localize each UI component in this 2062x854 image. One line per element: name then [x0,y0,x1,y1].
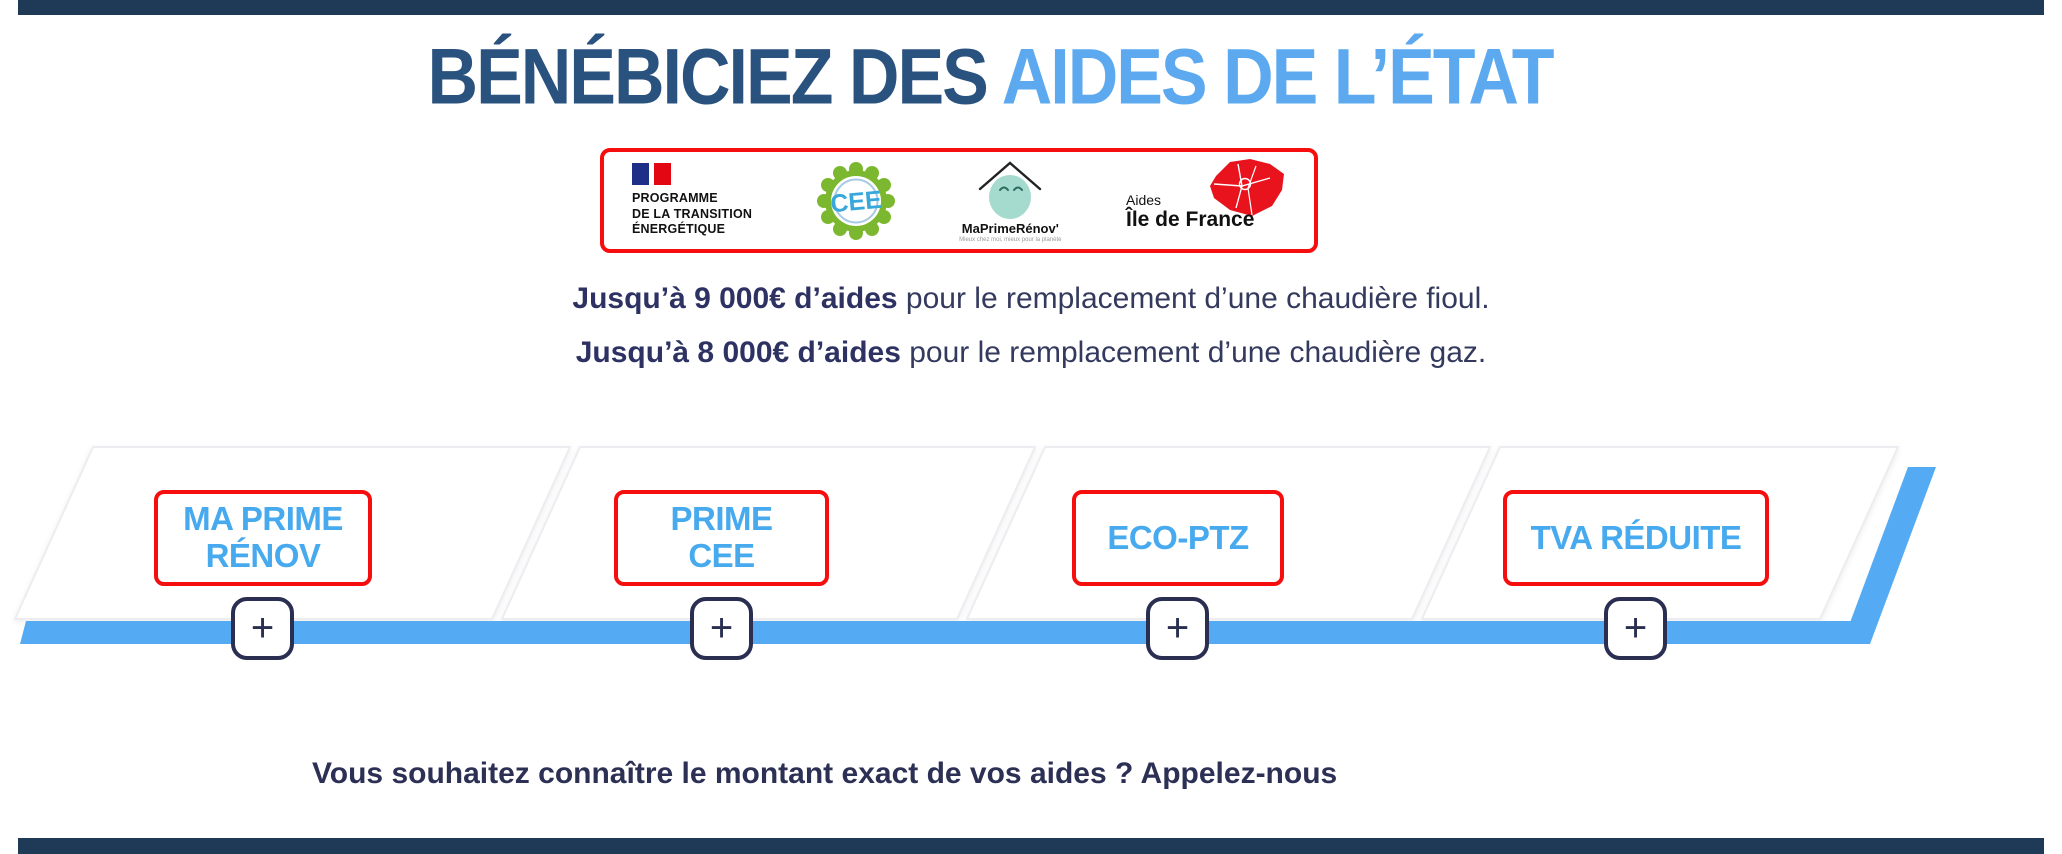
page-title: BÉNÉBICIEZ DES AIDES DE L’ÉTAT [0,32,1980,121]
cee-badge-label: CEE [829,185,883,217]
maprimerenov-logo: MaPrimeRénov' Mieux chez moi, mieux pour… [959,159,1062,243]
aids-timeline: MA PRIME RÉNOV PRIME CEE ECO-PTZ TVA RÉD… [0,440,2062,680]
plus-icon: + [1623,606,1648,650]
aid-amount-rest: pour le remplacement d’une chaudière gaz… [900,336,1487,369]
plus-icon: + [709,606,734,650]
aid-label-line: RÉNOV [205,537,321,574]
programme-transition-energetique-logo: PROGRAMME DE LA TRANSITION ÉNERGÉTIQUE [632,163,752,238]
aid-amount-line-fioul: Jusqu’à 9 000€ d’aides pour le remplacem… [0,282,2062,316]
aid-label-line: TVA RÉDUITE [1530,518,1742,556]
plus-icon: + [250,606,275,650]
timeline-blue-slash [1842,467,1936,644]
plus-icon: + [1165,606,1190,650]
page-title-accent: AIDES DE L’ÉTAT [1001,32,1555,121]
programme-line: ÉNERGÉTIQUE [632,222,726,237]
ile-de-france-label: Île de France [1126,207,1255,231]
call-to-action-text: Vous souhaitez connaître le montant exac… [312,757,1338,790]
programme-line: PROGRAMME [632,191,718,206]
maprimerenov-house-icon [979,160,1042,219]
expand-eco-ptz-button[interactable]: + [1146,597,1209,660]
maprimerenov-name: MaPrimeRénov' [961,220,1059,236]
aid-label-line: ECO-PTZ [1107,518,1249,556]
expand-prime-cee-button[interactable]: + [690,597,753,660]
ile-de-france-map-icon [1210,158,1284,216]
expand-ma-prime-renov-button[interactable]: + [231,597,294,660]
programme-line: DE LA TRANSITION [632,206,753,221]
partner-logos-strip: PROGRAMME DE LA TRANSITION ÉNERGÉTIQUE [600,148,1318,253]
top-divider-bar [18,0,2044,15]
aid-box-ma-prime-renov[interactable]: MA PRIME RÉNOV [154,490,372,586]
aid-amount-bold: Jusqu’à 8 000€ d’aides [575,336,901,369]
aid-label-line: CEE [688,537,755,574]
aid-box-eco-ptz[interactable]: ECO-PTZ [1072,490,1284,586]
aides-label: Aides [1126,191,1162,208]
french-flag-icon [632,163,752,186]
maprimerenov-tagline: Mieux chez moi, mieux pour la planète [959,236,1062,243]
bottom-divider-bar [18,838,2044,854]
aid-amount-rest: pour le remplacement d’une chaudière fio… [897,282,1490,315]
aid-label-line: PRIME [670,500,773,538]
page-title-dark: BÉNÉBICIEZ DES [427,32,1002,121]
aides-ile-de-france-logo: Aides Île de France [1126,156,1286,246]
cee-badge-icon: CEE [816,161,895,240]
aid-label-line: MA PRIME [183,500,343,538]
aid-amount-bold: Jusqu’à 9 000€ d’aides [572,282,898,315]
aid-amount-line-gaz: Jusqu’à 8 000€ d’aides pour le remplacem… [0,336,2062,370]
aid-box-tva-reduite[interactable]: TVA RÉDUITE [1503,490,1769,586]
aid-box-prime-cee[interactable]: PRIME CEE [614,490,829,586]
timeline-blue-bar [20,621,1858,644]
expand-tva-reduite-button[interactable]: + [1604,597,1667,660]
